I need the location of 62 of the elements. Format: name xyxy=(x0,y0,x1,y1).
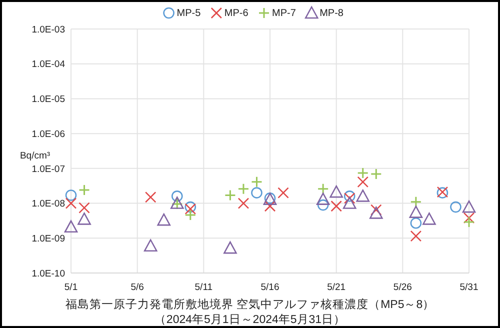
y-tick-label: 1.0E-07 xyxy=(32,164,65,175)
y-tick-label: 1.0E-05 xyxy=(32,94,65,106)
legend-label: MP-8 xyxy=(320,8,344,19)
point xyxy=(410,230,422,242)
point xyxy=(463,216,475,228)
point xyxy=(171,190,183,202)
y-tick-label: 1.0E-04 xyxy=(32,59,65,70)
point xyxy=(462,200,476,213)
point xyxy=(370,168,382,180)
point xyxy=(64,220,78,233)
y-tick-label: 1.0E-06 xyxy=(32,128,65,140)
text: 福島第一原子力発電所敷地境界 空気中アルファ核種濃度（MP5～8） xyxy=(65,297,435,311)
legend-label: MP-6 xyxy=(224,8,249,19)
point xyxy=(264,200,276,212)
point xyxy=(238,183,250,195)
point xyxy=(422,212,436,225)
legend-label: MP-7 xyxy=(272,8,296,19)
y-tick-label: 1.0E-09 xyxy=(32,233,65,244)
point xyxy=(78,202,90,214)
point xyxy=(357,176,369,188)
point xyxy=(330,185,343,198)
point xyxy=(250,176,262,188)
x-tick-label: 5/21 xyxy=(327,282,346,293)
point xyxy=(463,212,475,224)
y-tick-label: 1.0E-08 xyxy=(32,198,65,210)
x-tick-label: 5/26 xyxy=(393,282,412,293)
point xyxy=(224,241,237,254)
text: （2024年5月1日～2024年5月31日） xyxy=(154,313,346,326)
point xyxy=(144,192,156,203)
point xyxy=(78,184,90,196)
point xyxy=(410,196,422,208)
point xyxy=(251,187,262,198)
x-tick-label: 5/31 xyxy=(460,282,478,293)
point xyxy=(157,213,171,226)
point xyxy=(370,204,382,216)
point xyxy=(144,239,158,252)
point xyxy=(65,198,77,209)
x-tick-label: 5/6 xyxy=(130,282,144,293)
x-tick-label: 5/11 xyxy=(194,282,213,293)
point xyxy=(184,209,196,221)
point xyxy=(357,167,369,179)
point xyxy=(65,190,77,201)
point xyxy=(224,190,236,202)
point xyxy=(342,196,356,209)
point xyxy=(369,206,383,219)
point xyxy=(238,198,250,209)
y-axis-title: Bq/cm³ xyxy=(20,150,50,162)
point xyxy=(356,190,370,202)
point xyxy=(78,212,91,225)
point xyxy=(409,206,423,218)
point xyxy=(410,217,422,229)
point xyxy=(330,200,342,212)
point xyxy=(278,187,289,198)
x-tick-label: 5/16 xyxy=(260,282,280,293)
y-tick-label: 1.0E-03 xyxy=(32,24,65,36)
y-tick-label: 1.0E-10 xyxy=(32,268,65,280)
point xyxy=(450,201,462,213)
legend-label: MP-5 xyxy=(176,8,202,19)
point xyxy=(316,192,330,205)
x-tick-label: 5/1 xyxy=(64,282,78,293)
point xyxy=(317,199,329,211)
point xyxy=(317,183,329,195)
